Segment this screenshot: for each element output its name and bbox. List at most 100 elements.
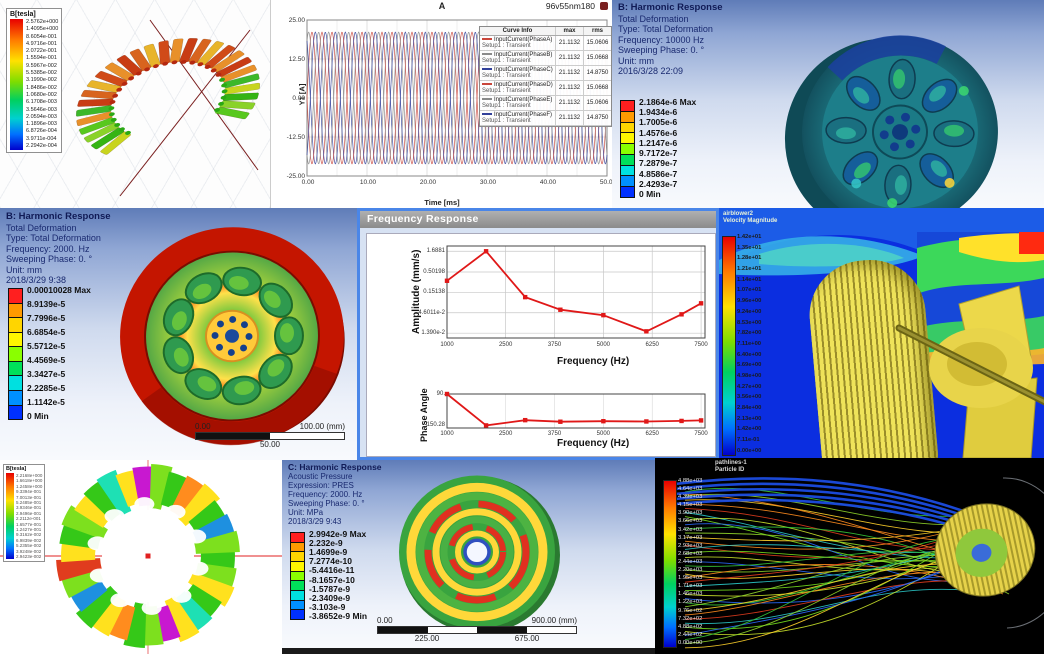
legend-band xyxy=(9,289,22,304)
curve-setup: Setup1 : Transient xyxy=(482,43,531,49)
legend-value: 1.2427e-001 xyxy=(16,527,42,533)
legend-value: 9.24e+00 xyxy=(737,308,762,315)
ruler-q1: 225.00 xyxy=(414,634,440,643)
info-line: Unit: mm xyxy=(618,55,654,66)
legend-band xyxy=(291,542,304,553)
curve-setup: Setup1 : Transient xyxy=(482,103,531,109)
curve-cell: InputCurrent(PhaseF) Setup1 : Transient xyxy=(480,111,556,125)
legend-value: 1.1142e-5 xyxy=(27,397,65,407)
window-badge-icon xyxy=(600,2,608,10)
curve-setup: Setup1 : Transient xyxy=(482,118,531,124)
curve-rms: 15.0606 xyxy=(586,100,609,106)
legend-value: 1.71e+03 xyxy=(678,583,703,590)
window-titlebar[interactable]: Frequency Response xyxy=(360,211,716,228)
legend-value: 2.44e+02 xyxy=(678,631,703,638)
pathlines-title: pathlines-1 Particle ID xyxy=(715,460,747,474)
legend-band xyxy=(621,122,634,134)
curve-name: InputCurrent(PhaseC) xyxy=(482,67,553,73)
amp-x-tick: 2500 xyxy=(498,342,513,348)
legend-value: 2.0722e-001 xyxy=(26,48,57,55)
curve-cell: InputCurrent(PhaseE) Setup1 : Transient xyxy=(480,96,556,110)
legend-value: 0.00e+00 xyxy=(678,639,703,646)
info-line: Sweeping Phase: 0. ° xyxy=(6,254,93,264)
x-tick-label: 50.00 xyxy=(599,179,613,186)
frequency-response-plot xyxy=(444,245,706,429)
legend-value: 8.53e+00 xyxy=(737,319,762,326)
phase-x-tick: 2500 xyxy=(498,431,513,437)
curve-max: 21.1132 xyxy=(556,36,584,50)
legend-band xyxy=(621,176,634,188)
info-line: B: Harmonic Response xyxy=(618,2,723,13)
curve-rms: 14.8750 xyxy=(586,115,609,121)
info-line: Frequency: 2000. Hz xyxy=(6,243,90,254)
info-line: C: Harmonic Response xyxy=(288,462,382,472)
pathlines-title-line: Particle ID xyxy=(715,467,745,473)
legend-value: 1.9434e-6 xyxy=(639,107,678,118)
legend-value: 4.88e+03 xyxy=(678,478,703,484)
legend-band xyxy=(291,571,304,582)
legend-value: 1.7005e-6 xyxy=(639,117,678,128)
particle-colorbar-strip xyxy=(663,480,677,648)
curve-table-header: Curve Info max rms xyxy=(480,27,611,36)
wheel-3d-render xyxy=(784,35,998,208)
info-line: Type: Total Deformation xyxy=(6,233,101,243)
legend-value: 1.6618e+000 xyxy=(16,478,43,484)
curve-swatch xyxy=(482,68,492,71)
legend-value: 2.93e+03 xyxy=(678,542,703,549)
phase-x-tick: 6250 xyxy=(645,431,659,437)
curve-name: InputCurrent(PhaseD) xyxy=(482,82,553,88)
legend-band xyxy=(291,533,304,543)
table-row: InputCurrent(PhaseB) Setup1 : Transient 21… xyxy=(480,51,611,66)
curve-name: InputCurrent(PhaseA) xyxy=(482,37,553,43)
phase-y-tick: -150.28 xyxy=(424,422,445,429)
col-curve-info: Curve Info xyxy=(480,27,556,35)
panel-coil-bfield: B[tesla] 2.5762e+000 1.4095e+000 8.6054e-0… xyxy=(0,0,270,208)
legend-value: 9.3162e-002 xyxy=(16,532,42,538)
legend-band xyxy=(621,111,634,123)
curve-cell: InputCurrent(PhaseB) Setup1 : Transient xyxy=(480,51,556,65)
curve-setup: Setup1 : Transient xyxy=(482,73,531,79)
amp-x-tick: 1000 xyxy=(440,342,454,348)
amp-y-tick: 0.15138 xyxy=(423,289,445,296)
legend-band xyxy=(621,165,634,177)
legend-value: 3.5646e-003 xyxy=(26,106,57,113)
coil-colorbar-values: 2.5762e+000 1.4095e+000 8.6054e-001 4.9716e… xyxy=(26,19,58,150)
particle-colorbar-values: 4.88e+03 4.64e+03 4.39e+03 4.15e+03 3.90e+03… xyxy=(678,478,702,646)
x-tick-label: 10.00 xyxy=(359,179,377,186)
ruler-min: 0.00 xyxy=(195,422,211,431)
legend-value: 8.6054e-001 xyxy=(26,33,57,40)
ring-colorbar-strip xyxy=(6,473,14,559)
ring-contour-render xyxy=(0,460,282,654)
wheel-3d-render xyxy=(120,227,345,446)
panel-bfield-ring: B[tesla] 2.2168e+000 1.6618e+000 1.2458e+0… xyxy=(0,460,282,654)
freq-axis-label-bottom: Frequency (Hz) xyxy=(557,438,630,449)
curve-rms: 15.0668 xyxy=(586,85,609,91)
legend-value: 7.11e-01 xyxy=(737,437,760,444)
legend-value: 7.32e+02 xyxy=(678,615,703,622)
legend-value: 2.13e+00 xyxy=(737,415,762,422)
legend-band xyxy=(291,562,304,572)
legend-value: 3.56e+00 xyxy=(737,394,762,401)
curve-cell: InputCurrent(PhaseC) Setup1 : Transient xyxy=(480,66,556,80)
legend-value: 4.8586e-7 xyxy=(639,168,678,179)
panel-harmonic-top: B: Harmonic Response Total Deformation T… xyxy=(612,0,1044,208)
legend-value: 6.6854e-5 xyxy=(27,327,66,337)
plot-xlabel: Time [ms] xyxy=(424,198,460,207)
legend-value: 5.2485e-001 xyxy=(16,500,42,506)
legend-value: 2.2285e-5 xyxy=(27,383,66,393)
info-line: 2018/3/29 9:43 xyxy=(288,517,342,526)
plot-corner-label: 96v55nm180 xyxy=(545,1,595,11)
scale-ruler: 0.00 100.00 (mm) 50.00 xyxy=(195,422,345,449)
legend-value: 2.9423e-002 xyxy=(16,554,42,560)
y-tick-label: -25.00 xyxy=(286,173,305,180)
panel-cfd-blower: airblower2 Velocity Magnitude 1.42e+01 1.… xyxy=(719,208,1044,458)
curve-swatch xyxy=(482,83,492,86)
legend-value: 2.1864e-6 Max xyxy=(639,97,697,107)
x-tick-label: 0.00 xyxy=(301,179,315,186)
streamlines-render xyxy=(674,477,1044,649)
legend-band xyxy=(9,332,22,348)
legend-value: 9.76e+02 xyxy=(678,607,703,614)
legend-value: 1.42e+01 xyxy=(737,234,762,240)
col-rms: rms xyxy=(591,28,603,34)
ruler-max: 900.00 (mm) xyxy=(531,616,577,625)
